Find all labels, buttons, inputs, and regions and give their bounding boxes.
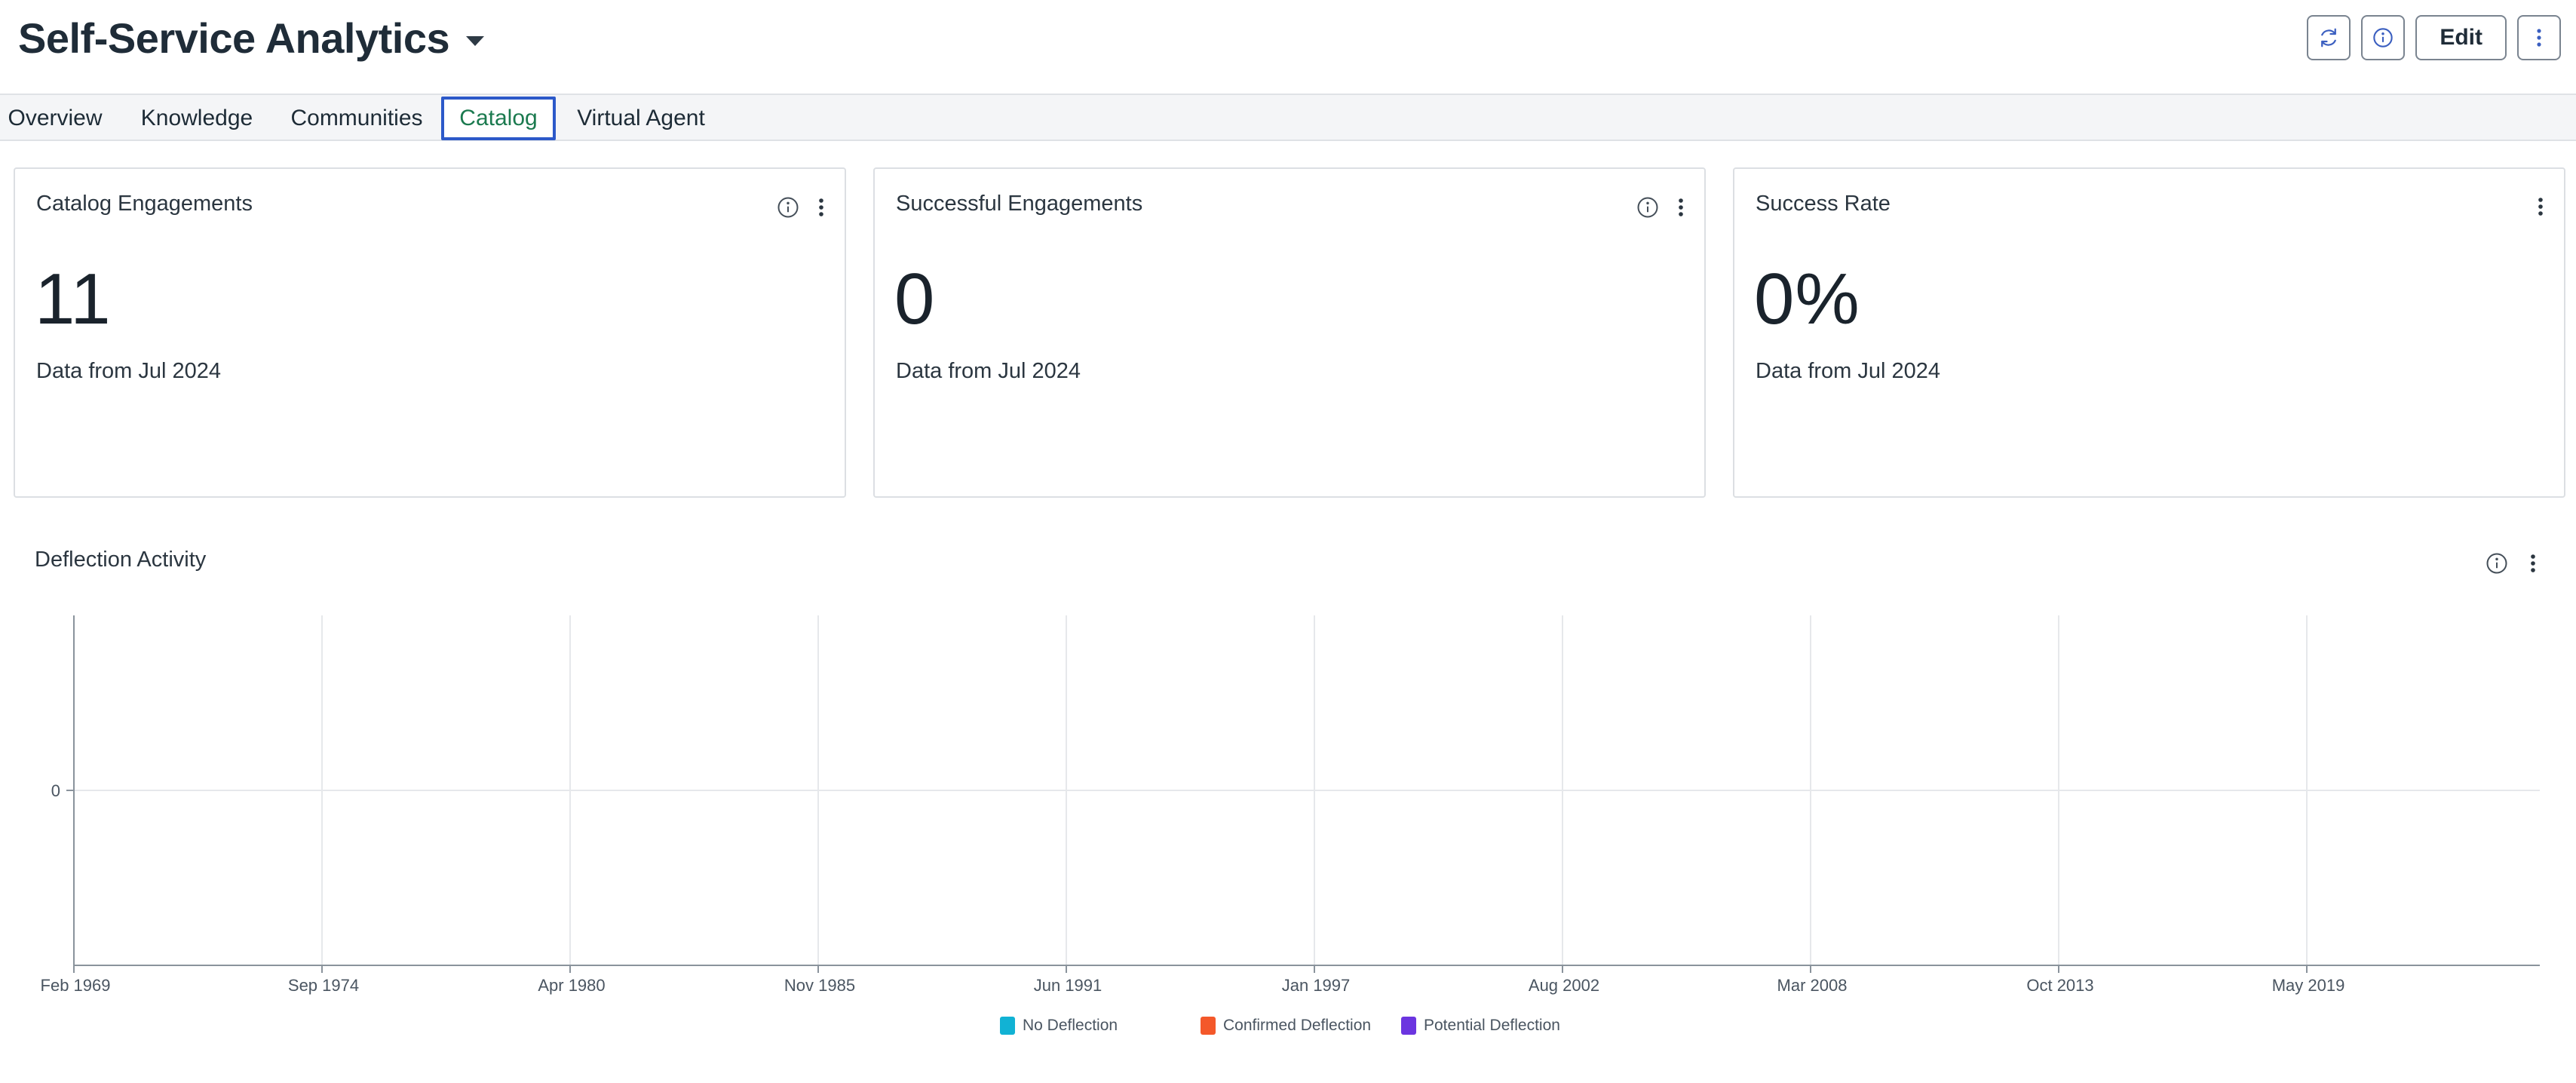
card-subtitle: Data from Jul 2024 xyxy=(36,359,222,383)
card-value: 0 xyxy=(894,259,936,339)
tab-knowledge[interactable]: Knowledge xyxy=(140,106,253,130)
card-successful-engagements: Successful Engagements 0 Data from Jul 2… xyxy=(873,167,1706,498)
card-actions xyxy=(2537,196,2544,217)
x-tick-label: Feb 1969 xyxy=(41,976,111,995)
legend-label: Potential Deflection xyxy=(1424,1017,1560,1034)
card-title: Successful Engagements xyxy=(896,192,1143,216)
info-icon xyxy=(2373,28,2394,48)
card-subtitle: Data from Jul 2024 xyxy=(896,359,1081,383)
card-catalog-engagements: Catalog Engagements 11 Data from Jul 202… xyxy=(14,167,846,498)
chart-title: Deflection Activity xyxy=(35,548,207,572)
legend-swatch xyxy=(1201,1017,1216,1035)
info-icon[interactable] xyxy=(2486,552,2508,575)
card-value: 11 xyxy=(35,259,112,339)
page-header: Self-Service Analytics Edit xyxy=(0,0,2576,94)
more-vertical-icon[interactable] xyxy=(2537,196,2544,217)
card-value: 0% xyxy=(1754,259,1860,339)
x-tick-label: May 2019 xyxy=(2272,976,2345,995)
deflection-activity-chart: 0 Feb 1969 Sep 1974 Apr 1980 Nov 1985 Jun 199… xyxy=(41,615,2540,995)
legend-swatch xyxy=(1401,1017,1416,1035)
caret-down-icon[interactable] xyxy=(466,35,485,46)
x-tick-label: Aug 2002 xyxy=(1529,976,1599,995)
more-options-button[interactable] xyxy=(2517,15,2561,60)
card-title: Success Rate xyxy=(1756,192,1891,216)
info-button[interactable] xyxy=(2361,15,2406,60)
more-vertical-icon[interactable] xyxy=(817,197,825,218)
legend-item[interactable]: Potential Deflection xyxy=(1401,1017,1560,1035)
header-actions: Edit xyxy=(2307,15,2561,60)
y-tick-label: 0 xyxy=(51,781,60,800)
tab-catalog[interactable]: Catalog xyxy=(441,97,556,140)
page-title: Self-Service Analytics xyxy=(18,14,450,62)
x-tick-label: Jan 1997 xyxy=(1282,976,1351,995)
legend-item[interactable]: Confirmed Deflection xyxy=(1201,1017,1371,1035)
legend-item[interactable]: No Deflection xyxy=(1000,1017,1118,1035)
tab-virtual-agent[interactable]: Virtual Agent xyxy=(577,106,705,130)
card-subtitle: Data from Jul 2024 xyxy=(1756,359,1941,383)
card-actions xyxy=(1636,196,1685,219)
more-vertical-icon xyxy=(2537,29,2541,47)
tab-bar: Overview Knowledge Communities Catalog V… xyxy=(0,94,2576,141)
x-tick-label: Mar 2008 xyxy=(1777,976,1848,995)
card-actions xyxy=(777,196,825,219)
chart-actions xyxy=(2486,552,2537,575)
more-vertical-icon[interactable] xyxy=(1677,197,1685,218)
x-tick-label: Nov 1985 xyxy=(784,976,855,995)
refresh-button[interactable] xyxy=(2307,15,2351,60)
x-tick-label: Oct 2013 xyxy=(2026,976,2093,995)
edit-button[interactable]: Edit xyxy=(2415,15,2507,60)
card-success-rate: Success Rate 0% Data from Jul 2024 xyxy=(1733,167,2565,498)
legend-label: No Deflection xyxy=(1023,1017,1118,1034)
x-tick-label: Apr 1980 xyxy=(538,976,605,995)
dashboard-selector[interactable]: Self-Service Analytics xyxy=(18,8,485,68)
card-title: Catalog Engagements xyxy=(36,192,253,216)
chart-legend: No Deflection Confirmed Deflection Potenti… xyxy=(0,1017,2576,1044)
refresh-icon xyxy=(2321,28,2337,48)
info-icon[interactable] xyxy=(777,196,799,219)
legend-label: Confirmed Deflection xyxy=(1223,1017,1372,1034)
tab-communities[interactable]: Communities xyxy=(290,106,423,130)
info-icon[interactable] xyxy=(1636,196,1659,219)
legend-swatch xyxy=(1000,1017,1015,1035)
x-tick-label: Sep 1974 xyxy=(288,976,359,995)
x-tick-label: Jun 1991 xyxy=(1034,976,1102,995)
more-vertical-icon[interactable] xyxy=(2529,553,2537,574)
tab-overview[interactable]: Overview xyxy=(8,106,103,130)
